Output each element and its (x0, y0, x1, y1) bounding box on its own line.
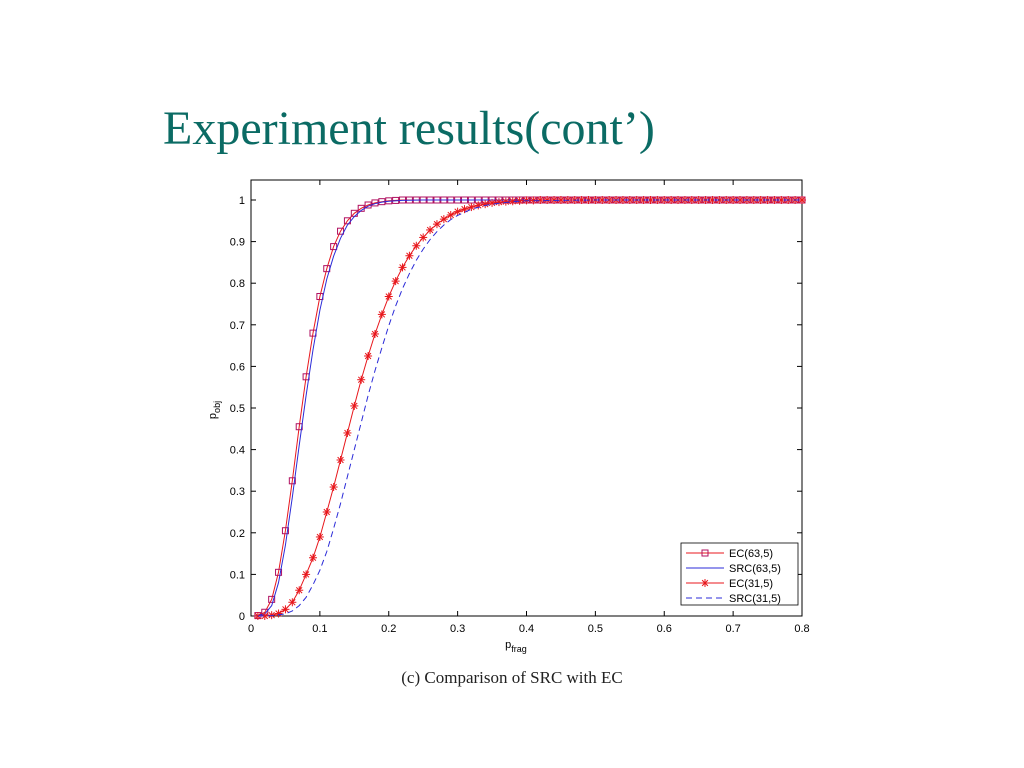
data-point (350, 401, 359, 410)
y-tick-label: 0.4 (230, 445, 245, 457)
data-point (302, 570, 311, 579)
x-tick-label: 0.5 (588, 623, 603, 635)
data-point (405, 251, 414, 260)
y-tick-label: 0.1 (230, 569, 245, 581)
y-tick-label: 0.6 (230, 361, 245, 373)
x-tick-label: 0 (248, 623, 254, 635)
data-point (729, 196, 738, 204)
data-point (329, 483, 338, 492)
data-point (288, 477, 296, 485)
data-point (275, 568, 283, 576)
y-tick-label: 0 (239, 611, 245, 623)
data-point (398, 263, 407, 272)
x-axis-label: pfrag (505, 639, 527, 654)
y-tick-label: 0.2 (230, 528, 245, 540)
y-axis-label-sub: obj (212, 401, 222, 413)
y-tick-label: 0.8 (230, 278, 245, 290)
data-point (460, 205, 469, 214)
legend-entry: SRC(31,5) (729, 593, 781, 605)
x-tick-label: 0.7 (725, 623, 740, 635)
data-point (343, 428, 352, 437)
data-point (543, 196, 552, 204)
slide-title: Experiment results(cont’) (163, 102, 655, 155)
data-point (281, 605, 290, 614)
data-point (288, 598, 297, 607)
series-line (257, 199, 802, 617)
y-tick-label: 0.3 (230, 486, 245, 498)
data-point (419, 233, 428, 242)
data-point (515, 196, 524, 205)
data-point (536, 196, 545, 204)
data-point (494, 198, 503, 207)
data-point (446, 210, 455, 219)
legend-marker (701, 579, 709, 587)
y-axis-label-main: p (207, 413, 219, 419)
data-point (646, 196, 655, 204)
data-point (357, 375, 366, 384)
data-point (295, 586, 304, 595)
data-point (501, 197, 510, 206)
legend-marker (701, 549, 709, 557)
data-point (315, 532, 324, 541)
x-tick-label: 0.8 (794, 623, 809, 635)
y-axis-label: pobj (207, 401, 222, 419)
data-point (432, 220, 441, 229)
x-tick-label: 0.3 (450, 623, 465, 635)
data-point (364, 352, 373, 360)
data-point (281, 527, 289, 535)
x-tick-label: 0.2 (381, 623, 396, 635)
legend-entry: SRC(63,5) (729, 563, 781, 575)
data-point (377, 310, 386, 319)
data-point (481, 200, 490, 209)
data-point (391, 277, 400, 286)
data-point (268, 595, 276, 603)
figure-caption: (c) Comparison of SRC with EC (401, 668, 623, 687)
y-tick-label: 0.7 (230, 320, 245, 332)
series-src-31-5- (257, 199, 802, 617)
legend-entry: EC(31,5) (729, 578, 773, 590)
y-tick-label: 0.5 (230, 403, 245, 415)
data-point (337, 227, 345, 235)
data-point (336, 456, 345, 464)
legend-entry: EC(63,5) (729, 548, 773, 560)
y-tick-label: 0.9 (230, 237, 245, 249)
line-chart: 0 0.1 0.2 0.3 0.4 0.5 0.6 0.7 0.8 0 0.1 0.2 0.3 0.4 0.… (207, 179, 810, 654)
data-point (798, 196, 806, 204)
x-axis-label-sub: frag (511, 644, 527, 654)
data-point (330, 243, 338, 251)
data-point (467, 203, 476, 212)
data-point (370, 329, 379, 338)
axis-ticks: 0 0.1 0.2 0.3 0.4 0.5 0.6 0.7 0.8 0 0.1 0.2 0.3 0.4 0.… (230, 180, 810, 635)
data-point (308, 553, 317, 562)
data-point (274, 609, 283, 618)
data-point (488, 198, 497, 207)
legend: EC(63,5) SRC(63,5) EC(31,5) SRC(31,5) (680, 542, 799, 606)
x-tick-label: 0.1 (312, 623, 327, 635)
y-tick-label: 1 (239, 195, 245, 207)
data-point (384, 292, 393, 301)
data-point (453, 207, 462, 216)
series-layer (253, 196, 806, 620)
data-point (426, 225, 435, 234)
data-point (412, 241, 421, 250)
data-point (439, 215, 448, 224)
x-tick-label: 0.4 (519, 623, 534, 635)
x-tick-label: 0.6 (657, 623, 672, 635)
x-axis-label-main: p (505, 639, 511, 651)
data-point (322, 508, 331, 516)
data-point (474, 201, 483, 210)
